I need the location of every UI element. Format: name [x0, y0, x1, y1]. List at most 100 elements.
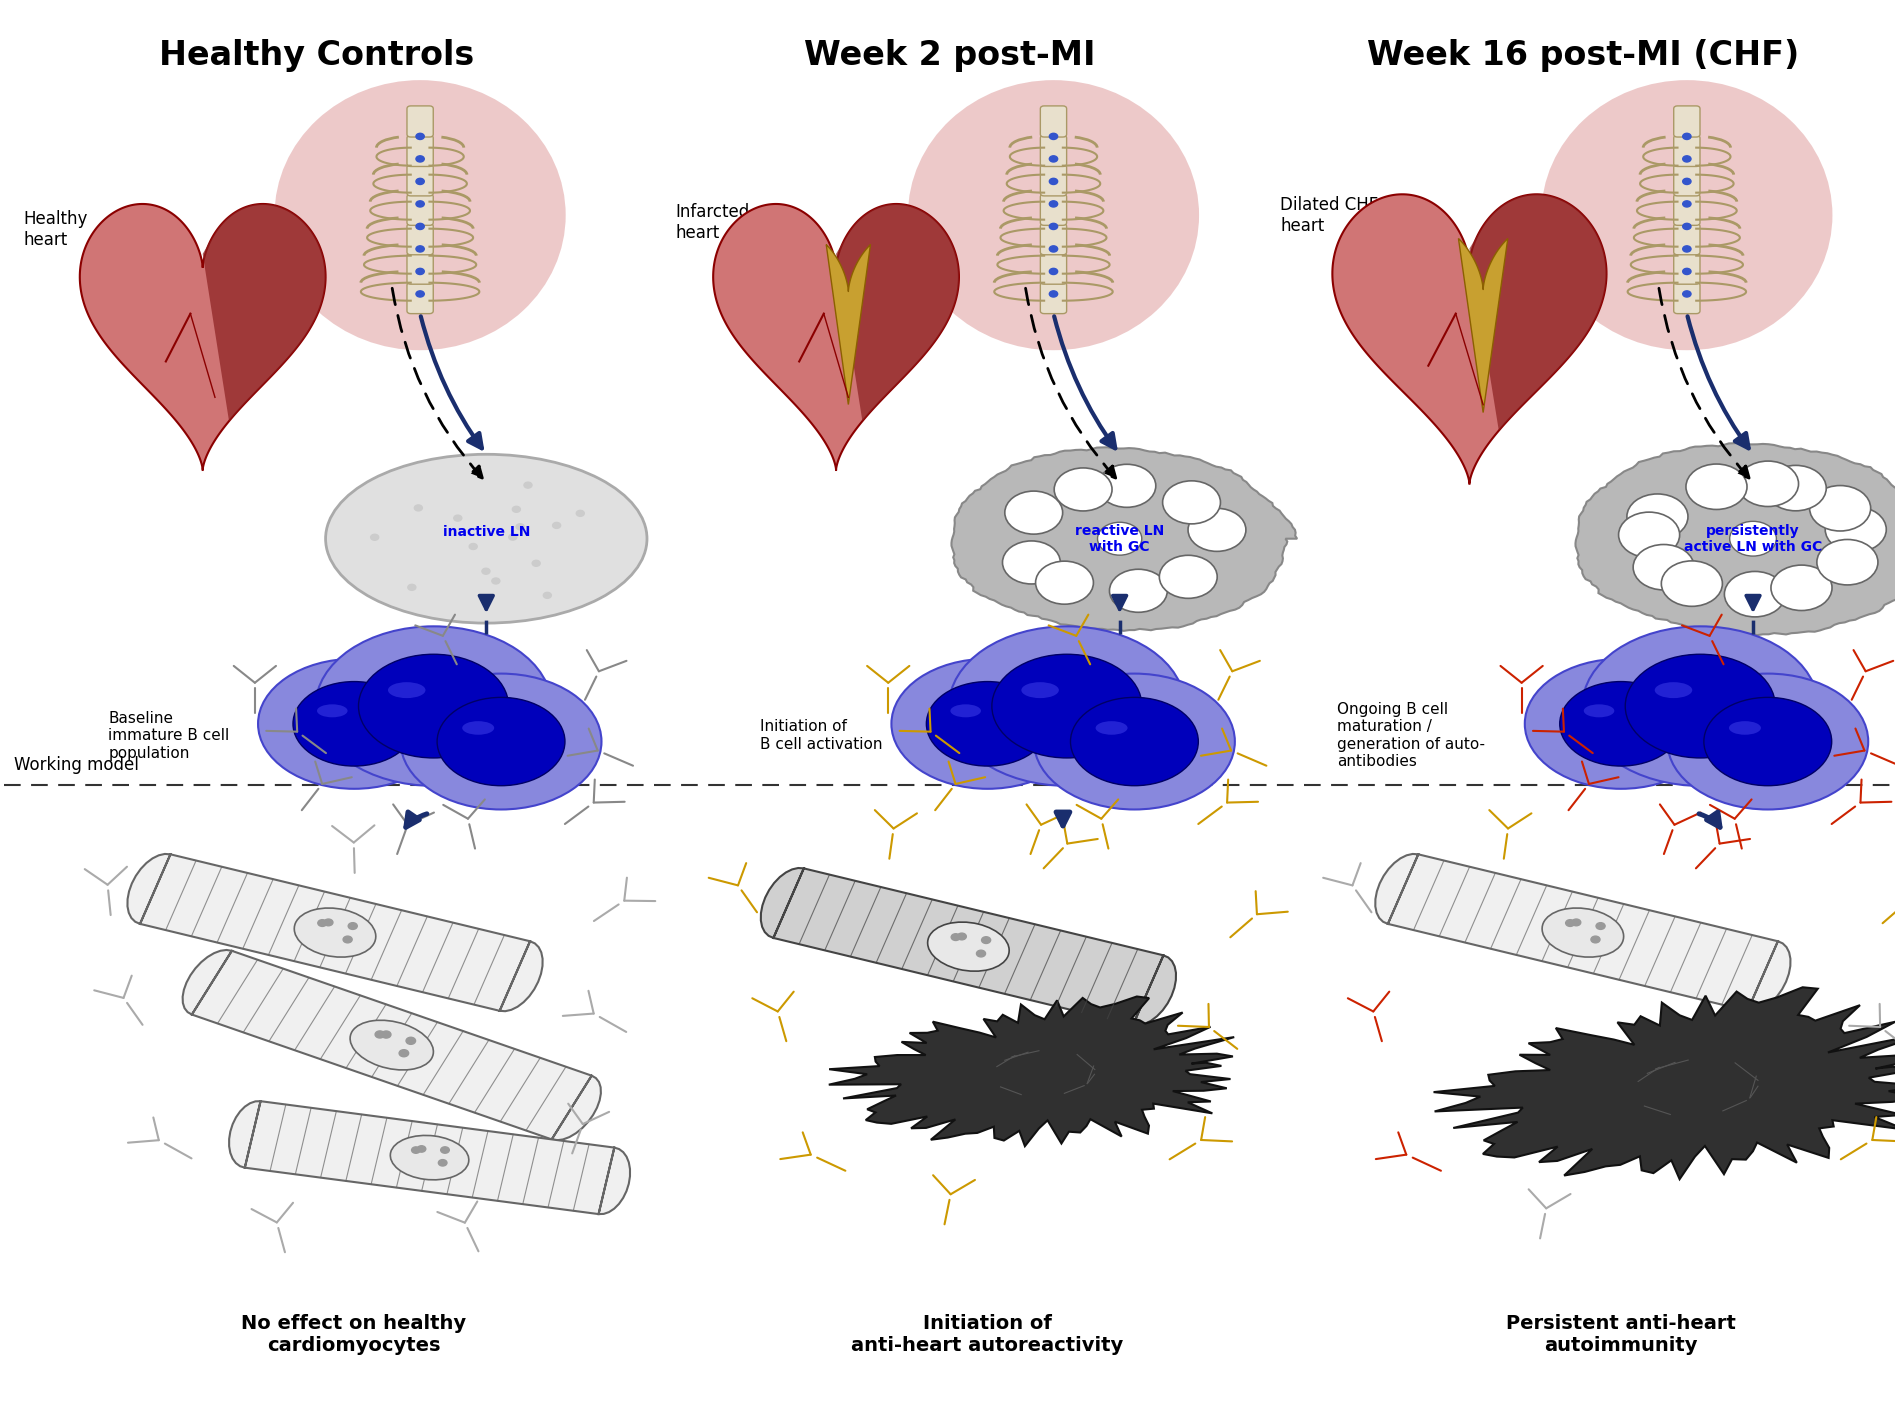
Circle shape	[469, 543, 476, 549]
Ellipse shape	[949, 705, 981, 717]
Circle shape	[1632, 545, 1693, 590]
FancyBboxPatch shape	[1040, 253, 1067, 284]
Circle shape	[1188, 508, 1245, 552]
FancyBboxPatch shape	[406, 194, 433, 225]
Circle shape	[418, 1146, 425, 1152]
Circle shape	[406, 1037, 416, 1044]
Circle shape	[509, 533, 516, 541]
Circle shape	[440, 1146, 450, 1153]
Text: Ongoing B cell
maturation /
generation of auto-
antibodies: Ongoing B cell maturation / generation o…	[1336, 702, 1484, 770]
Circle shape	[416, 178, 423, 184]
Polygon shape	[826, 245, 869, 405]
Circle shape	[1050, 224, 1057, 229]
Circle shape	[414, 505, 421, 511]
FancyBboxPatch shape	[1040, 194, 1067, 225]
Polygon shape	[951, 447, 1296, 631]
Circle shape	[1050, 178, 1057, 184]
Circle shape	[416, 224, 423, 229]
Circle shape	[1594, 923, 1604, 930]
Ellipse shape	[1727, 722, 1759, 734]
Circle shape	[317, 920, 326, 927]
FancyBboxPatch shape	[1040, 283, 1067, 314]
Circle shape	[1682, 201, 1689, 207]
Ellipse shape	[391, 1135, 469, 1180]
Circle shape	[416, 156, 423, 161]
Circle shape	[344, 937, 351, 942]
Circle shape	[1765, 466, 1826, 511]
Ellipse shape	[926, 682, 1048, 766]
Text: reactive LN
with GC: reactive LN with GC	[1074, 524, 1163, 553]
FancyBboxPatch shape	[1040, 224, 1067, 255]
Circle shape	[531, 560, 539, 566]
Ellipse shape	[926, 923, 1008, 971]
Ellipse shape	[317, 705, 347, 717]
Circle shape	[408, 584, 416, 590]
Ellipse shape	[991, 654, 1141, 758]
Circle shape	[1682, 291, 1689, 297]
Circle shape	[1682, 269, 1689, 275]
Circle shape	[412, 1148, 419, 1153]
Circle shape	[524, 483, 531, 488]
FancyBboxPatch shape	[1672, 194, 1699, 225]
Ellipse shape	[1033, 674, 1234, 809]
Circle shape	[1564, 920, 1573, 927]
Circle shape	[1034, 562, 1093, 604]
FancyBboxPatch shape	[1672, 106, 1699, 137]
Circle shape	[1627, 494, 1687, 539]
Circle shape	[1050, 246, 1057, 252]
Ellipse shape	[1653, 682, 1691, 698]
FancyBboxPatch shape	[1672, 253, 1699, 284]
Circle shape	[1053, 468, 1112, 511]
Ellipse shape	[949, 627, 1184, 785]
Circle shape	[1050, 156, 1057, 161]
Ellipse shape	[1583, 705, 1613, 717]
Circle shape	[1591, 937, 1600, 942]
FancyBboxPatch shape	[1040, 136, 1067, 167]
Circle shape	[1572, 918, 1579, 925]
Polygon shape	[127, 853, 543, 1012]
FancyBboxPatch shape	[406, 164, 433, 195]
Circle shape	[482, 569, 490, 574]
Polygon shape	[835, 204, 958, 422]
Circle shape	[1824, 507, 1885, 552]
Polygon shape	[1374, 853, 1790, 1012]
Ellipse shape	[400, 674, 602, 809]
Circle shape	[1097, 464, 1156, 508]
Circle shape	[1160, 555, 1217, 599]
Polygon shape	[182, 949, 600, 1140]
Ellipse shape	[437, 698, 566, 785]
Polygon shape	[1469, 194, 1606, 430]
Circle shape	[454, 515, 461, 521]
Circle shape	[976, 951, 985, 957]
Ellipse shape	[1541, 908, 1623, 957]
Circle shape	[1050, 201, 1057, 207]
Circle shape	[1809, 485, 1870, 531]
Polygon shape	[714, 204, 958, 470]
Ellipse shape	[1558, 682, 1682, 766]
Ellipse shape	[907, 81, 1198, 350]
Circle shape	[1682, 224, 1689, 229]
Circle shape	[416, 201, 423, 207]
Circle shape	[1050, 269, 1057, 275]
Polygon shape	[828, 996, 1234, 1146]
Text: Infarcted
heart: Infarcted heart	[676, 202, 750, 242]
Ellipse shape	[325, 454, 647, 623]
Ellipse shape	[275, 81, 566, 350]
Circle shape	[1771, 565, 1832, 610]
Ellipse shape	[461, 722, 493, 734]
FancyBboxPatch shape	[1040, 106, 1067, 137]
Circle shape	[1723, 572, 1784, 617]
FancyBboxPatch shape	[1040, 164, 1067, 195]
Polygon shape	[1575, 443, 1898, 635]
FancyBboxPatch shape	[1672, 224, 1699, 255]
Ellipse shape	[1625, 654, 1775, 758]
Text: No effect on healthy
cardiomyocytes: No effect on healthy cardiomyocytes	[241, 1313, 467, 1354]
Circle shape	[981, 937, 991, 944]
Text: Healthy Controls: Healthy Controls	[158, 40, 473, 72]
Circle shape	[1816, 539, 1877, 584]
Circle shape	[1682, 246, 1689, 252]
Polygon shape	[230, 1101, 630, 1214]
Polygon shape	[80, 204, 325, 470]
Circle shape	[1682, 133, 1689, 140]
Text: Week 16 post-MI (CHF): Week 16 post-MI (CHF)	[1367, 40, 1797, 72]
